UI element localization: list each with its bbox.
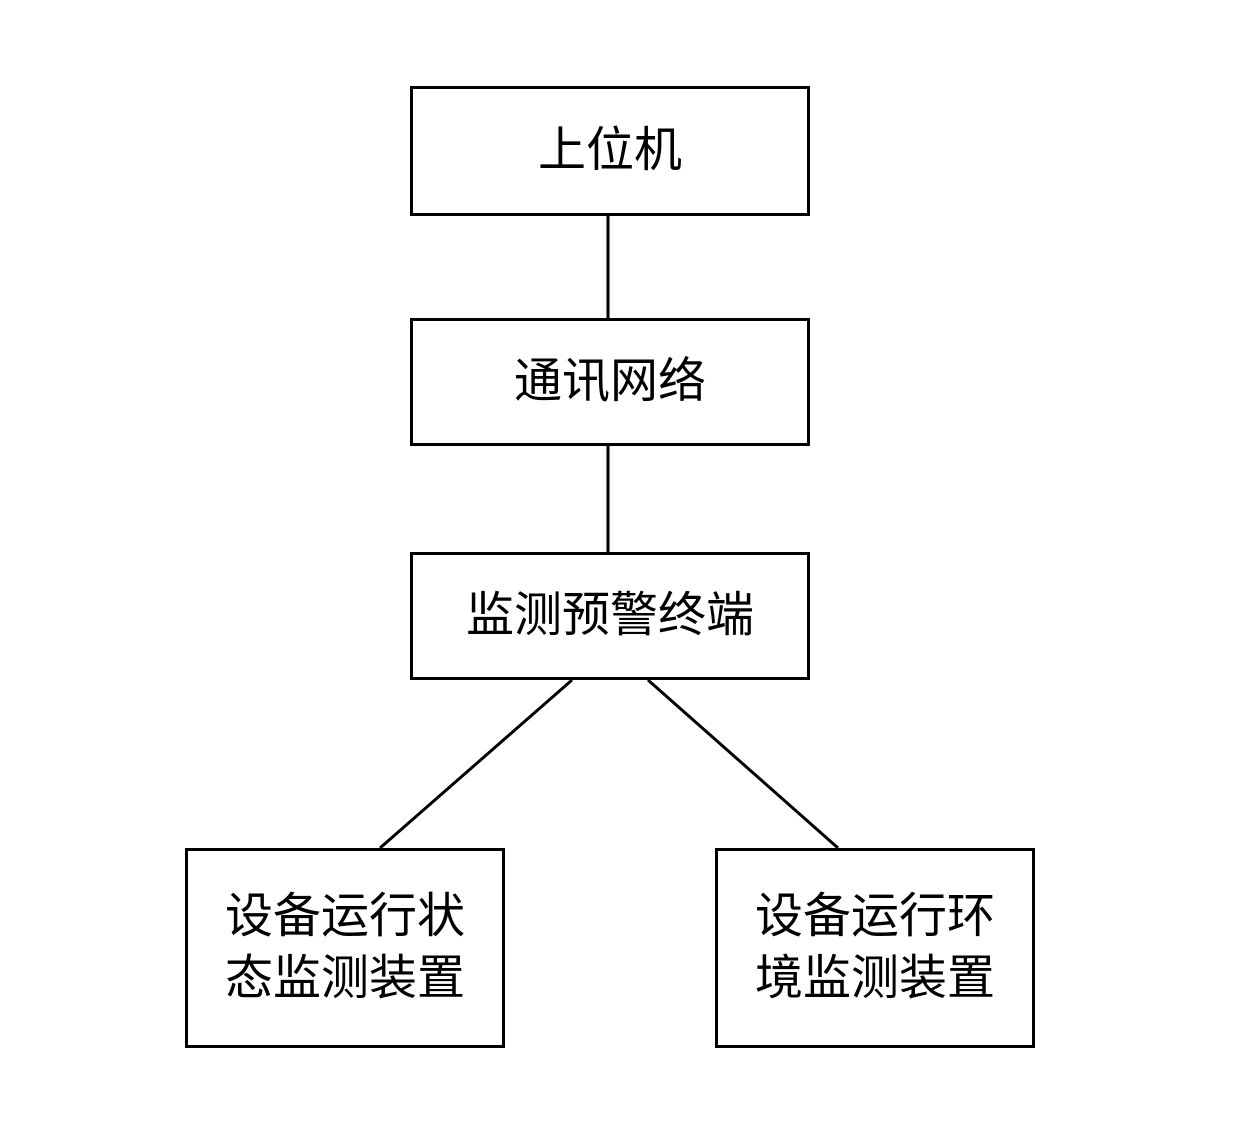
node-status-monitor: 设备运行状态监测装置 bbox=[185, 848, 505, 1048]
node-terminal: 监测预警终端 bbox=[410, 552, 810, 680]
node-env-monitor-label: 设备运行环境监测装置 bbox=[735, 886, 1015, 1011]
node-status-monitor-label: 设备运行状态监测装置 bbox=[205, 886, 485, 1011]
edge-terminal-env_monitor bbox=[648, 680, 838, 848]
node-network-label: 通讯网络 bbox=[514, 351, 706, 413]
flowchart-diagram: 上位机 通讯网络 监测预警终端 设备运行状态监测装置 设备运行环境监测装置 bbox=[0, 0, 1240, 1134]
node-host: 上位机 bbox=[410, 86, 810, 216]
node-network: 通讯网络 bbox=[410, 318, 810, 446]
node-terminal-label: 监测预警终端 bbox=[466, 585, 754, 647]
edge-terminal-status_monitor bbox=[380, 680, 572, 848]
node-env-monitor: 设备运行环境监测装置 bbox=[715, 848, 1035, 1048]
node-host-label: 上位机 bbox=[538, 120, 682, 182]
